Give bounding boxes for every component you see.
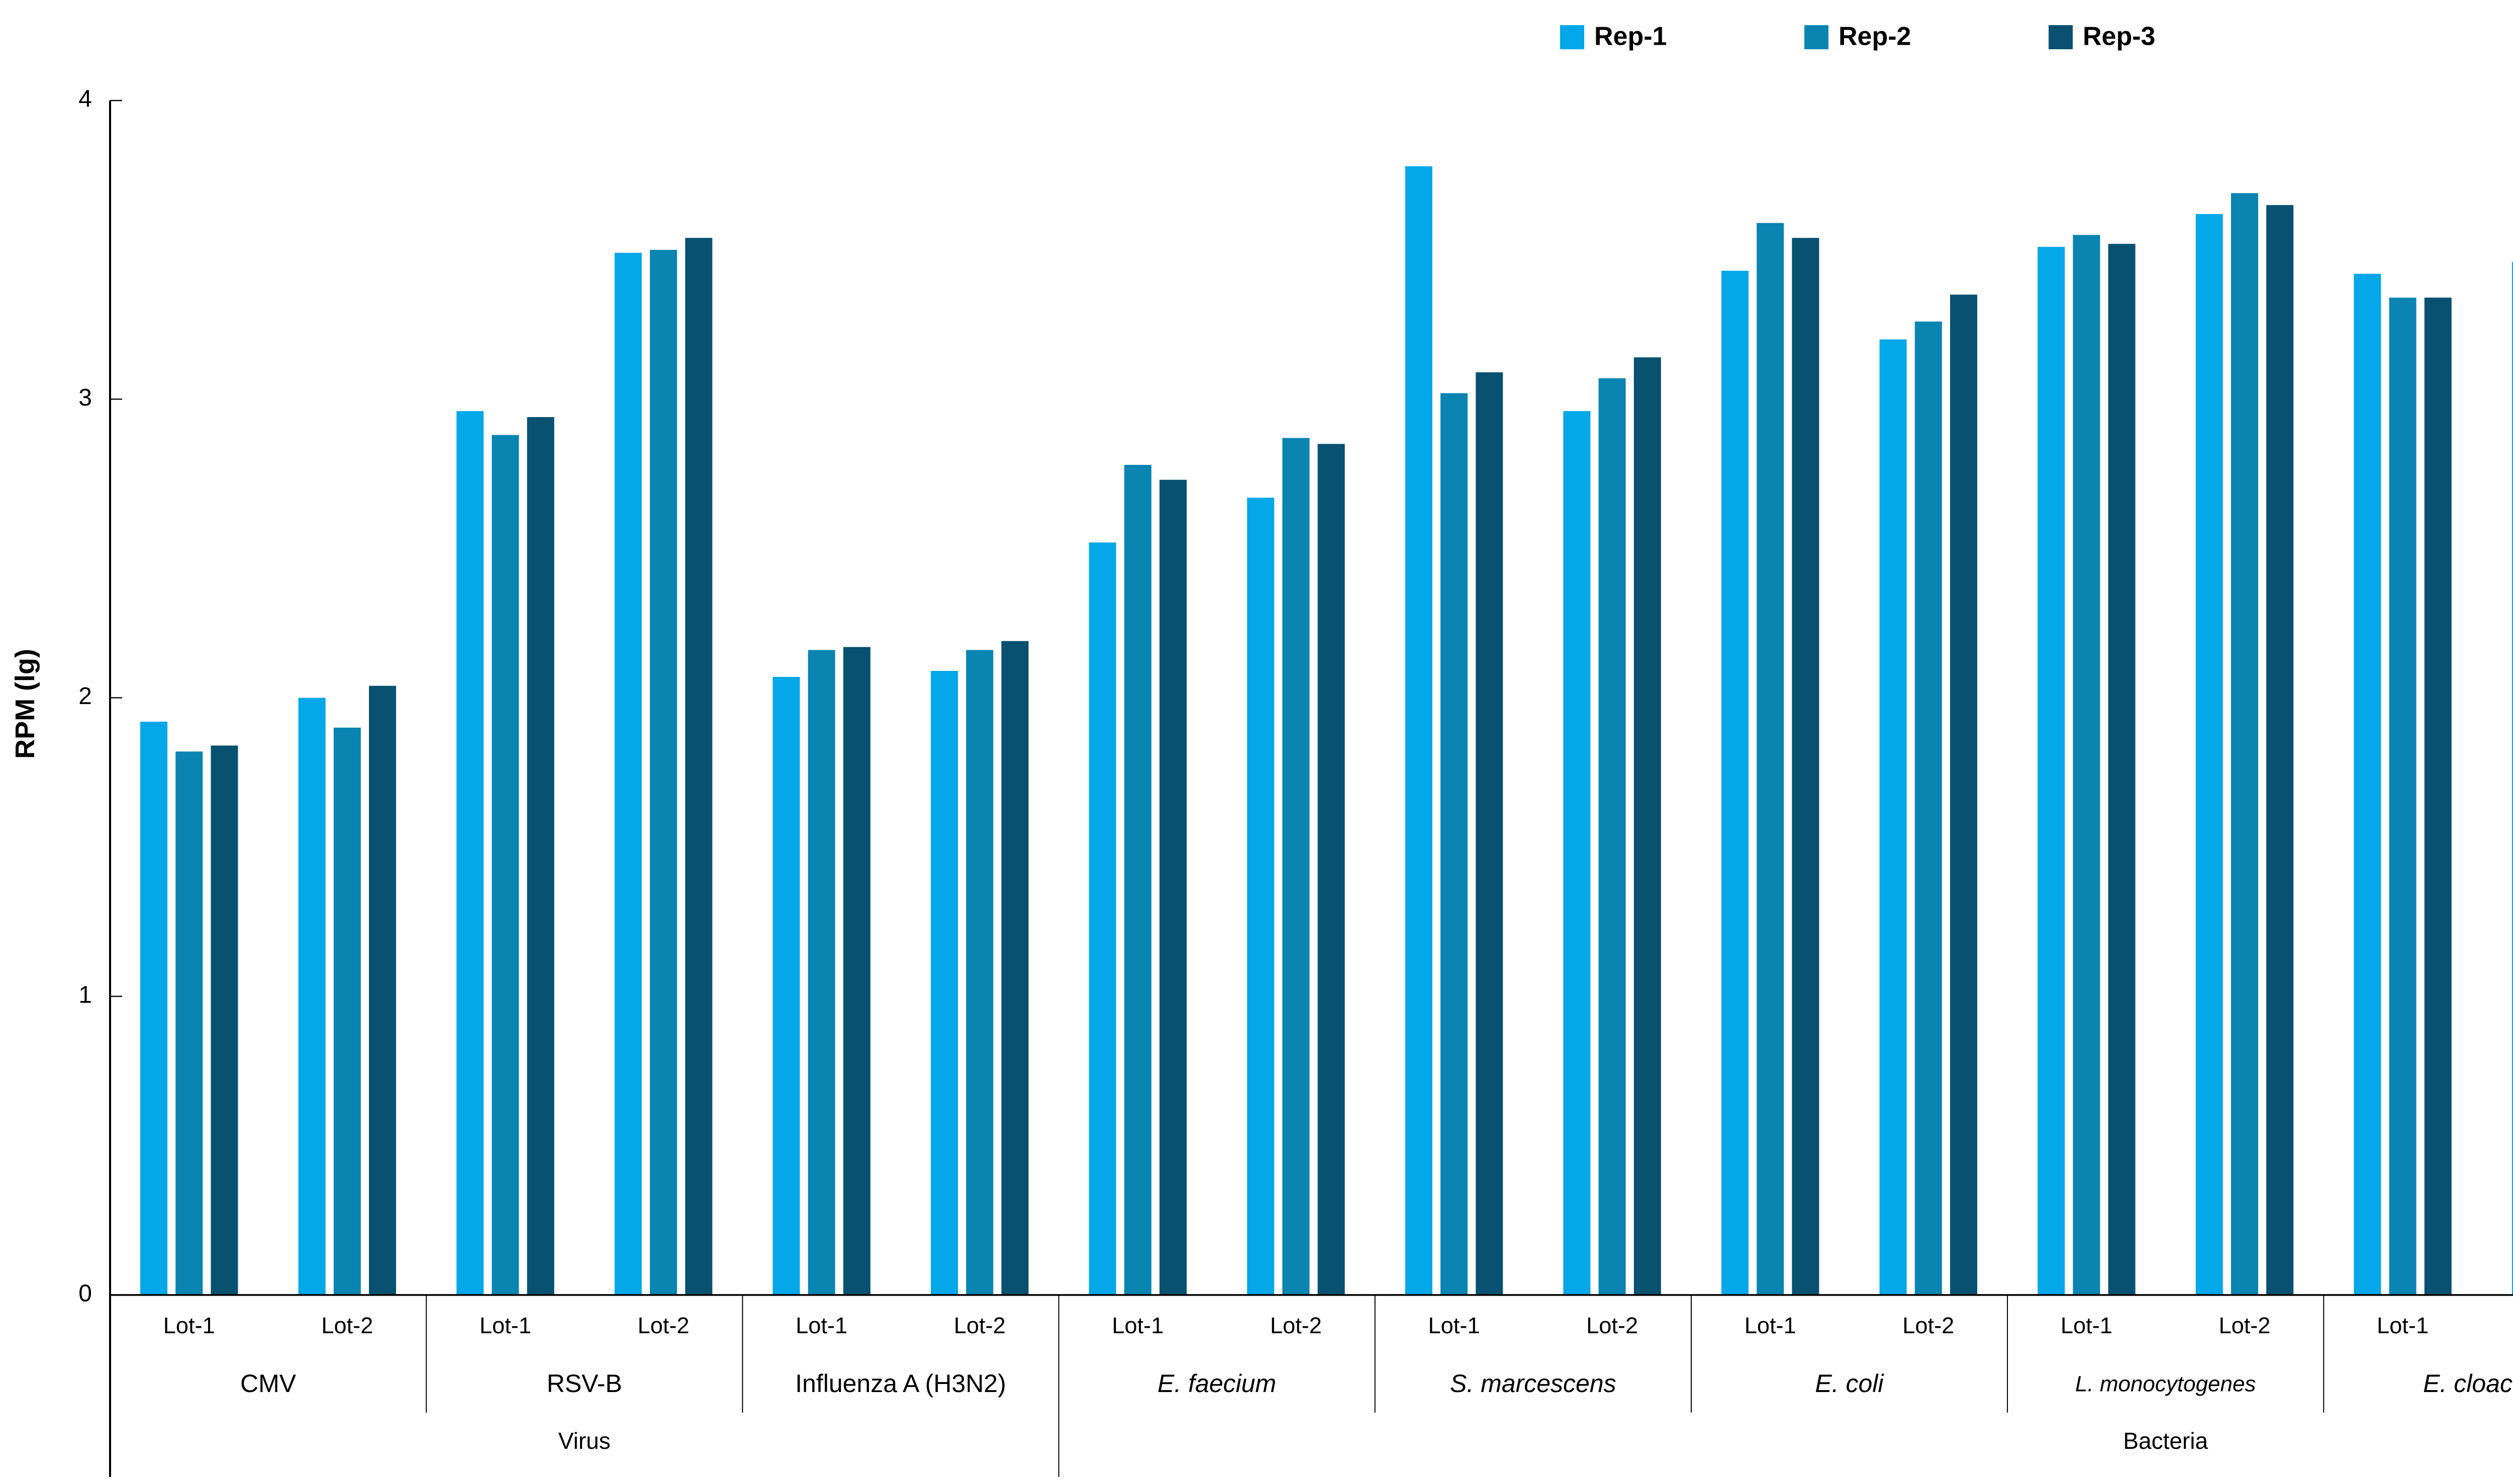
organism-label: S. marcescens bbox=[1450, 1369, 1616, 1398]
y-tick-label: 4 bbox=[78, 86, 92, 113]
bar bbox=[843, 647, 871, 1295]
legend-swatch-rep-3 bbox=[2049, 25, 2073, 50]
bar bbox=[1879, 339, 1907, 1295]
organism-label: Influenza A (H3N2) bbox=[795, 1369, 1006, 1398]
y-axis-title: RPM (lg) bbox=[10, 649, 40, 759]
bar bbox=[2266, 205, 2294, 1295]
lot-label: Lot-1 bbox=[2061, 1313, 2112, 1338]
bar bbox=[456, 411, 484, 1295]
bar bbox=[2195, 214, 2223, 1295]
lot-label: Lot-2 bbox=[2218, 1313, 2270, 1338]
bar bbox=[2073, 235, 2100, 1295]
bar bbox=[298, 698, 326, 1295]
bar bbox=[931, 671, 958, 1295]
organism-label: L. monocytogenes bbox=[2075, 1372, 2256, 1397]
kingdom-label: Virus bbox=[558, 1428, 611, 1454]
bar bbox=[1757, 223, 1784, 1295]
bar bbox=[2038, 247, 2065, 1295]
bar bbox=[808, 650, 835, 1295]
bar bbox=[175, 751, 203, 1295]
lot-label: Lot-1 bbox=[1745, 1313, 1796, 1338]
bar bbox=[2108, 244, 2136, 1295]
legend-label: Rep-3 bbox=[2083, 22, 2155, 51]
y-tick-label: 3 bbox=[78, 384, 92, 411]
organism-label: E. faecium bbox=[1157, 1369, 1276, 1398]
bar bbox=[369, 685, 397, 1295]
legend-swatch-rep-2 bbox=[1804, 25, 1828, 50]
organism-label: RSV-B bbox=[547, 1369, 622, 1398]
y-tick-label: 2 bbox=[78, 683, 92, 710]
bar bbox=[492, 435, 519, 1295]
lot-label: Lot-1 bbox=[163, 1313, 215, 1338]
lot-label: Lot-1 bbox=[1112, 1313, 1164, 1338]
lot-label: Lot-2 bbox=[1270, 1313, 1322, 1338]
y-tick-label: 0 bbox=[78, 1280, 92, 1307]
bar bbox=[1001, 641, 1029, 1295]
organism-label: CMV bbox=[240, 1369, 297, 1398]
bar bbox=[140, 722, 168, 1295]
bar bbox=[1792, 238, 1819, 1295]
bar bbox=[1721, 270, 1749, 1295]
bar bbox=[527, 417, 554, 1295]
bar bbox=[1124, 464, 1151, 1295]
legend-label: Rep-1 bbox=[1594, 22, 1667, 51]
bar bbox=[1914, 321, 1942, 1295]
bar bbox=[1598, 378, 1626, 1295]
bar bbox=[650, 250, 678, 1295]
bar bbox=[2389, 298, 2417, 1295]
lot-label: Lot-1 bbox=[796, 1313, 847, 1338]
lot-label: Lot-1 bbox=[2377, 1313, 2429, 1338]
lot-label: Lot-2 bbox=[954, 1313, 1006, 1338]
bar bbox=[1405, 166, 1432, 1295]
bar bbox=[1247, 498, 1275, 1295]
y-tick-label: 1 bbox=[78, 981, 92, 1008]
bar bbox=[1476, 372, 1503, 1295]
lot-label: Lot-1 bbox=[479, 1313, 531, 1338]
bar bbox=[772, 676, 800, 1295]
lot-label: Lot-2 bbox=[321, 1313, 373, 1338]
bar bbox=[1563, 411, 1591, 1295]
bar bbox=[966, 650, 994, 1295]
legend-label: Rep-2 bbox=[1839, 22, 1911, 51]
bar bbox=[614, 253, 642, 1295]
legend-swatch-rep-1 bbox=[1560, 25, 1584, 50]
bar bbox=[1317, 444, 1345, 1295]
bar bbox=[685, 238, 713, 1295]
bar bbox=[1440, 393, 1468, 1295]
bar bbox=[1950, 294, 1977, 1295]
bar bbox=[2354, 273, 2381, 1295]
organism-label: E. coli bbox=[1815, 1369, 1884, 1398]
kingdom-label: Bacteria bbox=[2123, 1428, 2208, 1454]
lot-label: Lot-2 bbox=[1902, 1313, 1954, 1338]
bar bbox=[1159, 479, 1187, 1295]
lot-label: Lot-2 bbox=[1586, 1313, 1638, 1338]
lot-label: Lot-2 bbox=[638, 1313, 690, 1338]
organism-label: E. cloacae bbox=[2423, 1369, 2513, 1398]
bar bbox=[2424, 298, 2452, 1295]
bar bbox=[1089, 542, 1116, 1295]
bar bbox=[1282, 438, 1310, 1295]
bar bbox=[211, 745, 238, 1295]
bar bbox=[1633, 357, 1661, 1295]
lot-label: Lot-1 bbox=[1428, 1313, 1480, 1338]
bar bbox=[2511, 261, 2513, 1295]
bar bbox=[2231, 193, 2258, 1295]
bar bbox=[333, 727, 361, 1295]
